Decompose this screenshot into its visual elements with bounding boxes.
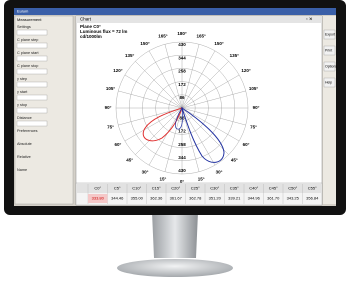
- unit-label: cd/1000lm: [80, 34, 102, 39]
- window-controls[interactable]: ▫ ✕: [306, 17, 313, 22]
- angle-label: 165°: [158, 34, 168, 39]
- left-item-label: C plane stop: [17, 64, 38, 68]
- table-cell: 361.67: [170, 196, 183, 201]
- left-item-label: C plane start: [17, 51, 39, 55]
- input-field[interactable]: [17, 69, 47, 74]
- angle-label: 105°: [106, 86, 116, 91]
- chart-titlebar: [76, 16, 322, 23]
- radius-label: 430: [178, 168, 186, 173]
- input-field[interactable]: [17, 108, 47, 113]
- angle-label: 135°: [125, 53, 135, 58]
- table-cell: 344.46: [111, 196, 124, 201]
- angle-label: 60°: [243, 142, 250, 147]
- angle-label: 15°: [198, 177, 205, 182]
- table-header: C25°: [191, 186, 200, 191]
- angle-label: 60°: [115, 142, 122, 147]
- table-header: C35°: [230, 186, 239, 191]
- table-header: C50°: [288, 186, 297, 191]
- side-button-label[interactable]: Print: [325, 48, 332, 52]
- table-header: C0°: [94, 186, 101, 191]
- table-header: C40°: [249, 186, 258, 191]
- radius-label: 344: [178, 155, 186, 160]
- right-panel: [323, 16, 336, 204]
- input-field[interactable]: [17, 30, 47, 35]
- radius-label: 258: [178, 142, 186, 147]
- radius-label: 172: [178, 129, 186, 134]
- angle-label: 75°: [250, 124, 257, 129]
- input-field[interactable]: [17, 95, 47, 100]
- left-item-label: C plane step: [17, 38, 38, 42]
- left-item-label: Distance: [17, 116, 32, 120]
- table-header: C5°: [114, 186, 121, 191]
- input-field[interactable]: [17, 82, 47, 87]
- angle-label: 45°: [126, 158, 133, 163]
- table-cell: 362.78: [189, 196, 202, 201]
- radius-label: 86: [179, 95, 185, 100]
- angle-label: 105°: [249, 86, 259, 91]
- angle-label: 180°: [177, 31, 187, 36]
- table-cell: 333.80: [92, 196, 105, 201]
- left-panel-title: Measurement: [17, 17, 42, 22]
- table-cell: 361.70: [267, 196, 280, 201]
- left-item-label: Name: [17, 168, 27, 172]
- radius-label: 172: [178, 82, 186, 87]
- angle-label: 165°: [196, 34, 206, 39]
- table-header: C55°: [308, 186, 317, 191]
- table-cell: 344.96: [248, 196, 261, 201]
- app-title: Eulum: [17, 9, 29, 14]
- radius-label: 430: [178, 42, 186, 47]
- app-titlebar: [14, 8, 336, 15]
- radius-label: 258: [178, 69, 186, 74]
- table-header: C20°: [171, 186, 180, 191]
- table-cell: 351.20: [209, 196, 222, 201]
- table-cell: 343.25: [287, 196, 300, 201]
- left-item-label: γ step: [17, 77, 27, 81]
- input-field[interactable]: [17, 43, 47, 48]
- table-cell: 356.84: [306, 196, 319, 201]
- table-cell: 339.21: [228, 196, 241, 201]
- left-item-label: Relative: [17, 155, 31, 159]
- angle-label: 75°: [107, 124, 114, 129]
- table-cell: 362.36: [150, 196, 163, 201]
- left-item-label: Settings: [17, 25, 31, 29]
- left-item-label: γ start: [17, 90, 28, 94]
- angle-label: 150°: [140, 41, 150, 46]
- angle-label: 30°: [142, 169, 149, 174]
- left-item-label: Preferences: [17, 129, 38, 133]
- stand-neck: [152, 212, 198, 258]
- table-cell: 355.00: [131, 196, 144, 201]
- left-item-label: γ stop: [17, 103, 27, 107]
- angle-label: 15°: [159, 177, 166, 182]
- angle-label: 90°: [105, 105, 112, 110]
- angle-label: 150°: [214, 41, 224, 46]
- side-button-label[interactable]: Export: [325, 32, 335, 36]
- input-field[interactable]: [17, 56, 47, 61]
- side-button-label[interactable]: Options: [325, 64, 337, 68]
- table-header: C10°: [132, 186, 141, 191]
- chart-window-title: Chart: [80, 17, 92, 22]
- input-field[interactable]: [17, 121, 47, 126]
- side-button-label[interactable]: Help: [325, 80, 332, 84]
- angle-label: 45°: [231, 158, 238, 163]
- table-header: C45°: [269, 186, 278, 191]
- table-header: C15°: [152, 186, 161, 191]
- stand-base: [117, 259, 233, 277]
- table-header: C30°: [210, 186, 219, 191]
- screen: Eulum Measurement Settings C plane step C …: [14, 8, 337, 206]
- scene: Eulum Measurement Settings C plane step C …: [0, 0, 350, 290]
- angle-label: 30°: [216, 169, 223, 174]
- left-item-label: Absolute: [17, 142, 32, 146]
- angle-label: 90°: [253, 105, 260, 110]
- angle-label: 135°: [230, 53, 240, 58]
- angle-label: 120°: [241, 68, 251, 73]
- radius-label: 344: [178, 55, 186, 60]
- angle-label: 120°: [113, 68, 123, 73]
